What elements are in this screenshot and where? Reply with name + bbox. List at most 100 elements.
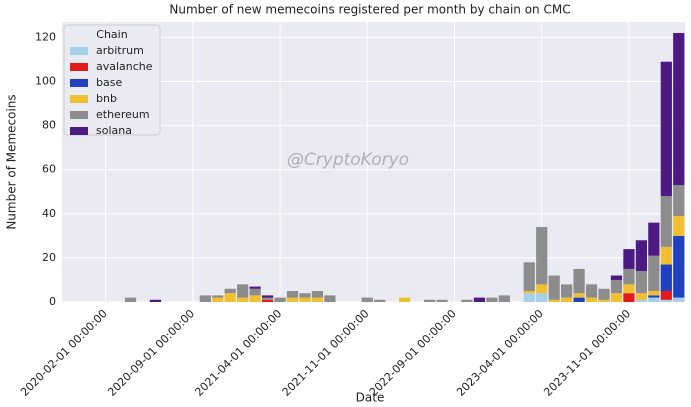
bar-segment	[660, 290, 672, 300]
bar-segment	[648, 255, 660, 291]
bar-segment	[261, 297, 274, 300]
bar-segment	[536, 293, 548, 302]
x-axis-label: Date	[356, 391, 385, 405]
legend-label: solana	[96, 124, 132, 137]
legend-swatch	[70, 47, 88, 55]
bar-segment	[124, 297, 137, 302]
y-axis-label: Number of Memecoins	[5, 94, 19, 229]
bar-segment	[548, 299, 560, 302]
bar-segment	[523, 293, 535, 302]
y-tick-label: 80	[42, 119, 56, 132]
y-tick-label: 100	[35, 75, 56, 88]
bar-segment	[324, 295, 336, 302]
bar-segment	[660, 246, 672, 265]
bar-segment	[610, 293, 623, 302]
bar-segment	[536, 284, 548, 294]
y-tick-label: 60	[42, 163, 56, 176]
y-tick-label: 20	[42, 251, 56, 264]
chart-title: Number of new memecoins registered per m…	[169, 3, 570, 17]
bar-segment	[635, 240, 647, 272]
bar-segment	[361, 297, 373, 302]
bar-segment	[286, 290, 299, 298]
bar-segment	[212, 295, 224, 298]
bar-segment	[610, 279, 623, 294]
bar-segment	[660, 196, 672, 247]
bar-segment	[623, 284, 635, 294]
bar-segment	[635, 299, 647, 302]
bar-segment	[461, 299, 473, 302]
y-tick-label: 0	[49, 295, 56, 308]
bar-segment	[536, 227, 548, 285]
bar-segment	[261, 299, 274, 302]
bar-segment	[399, 297, 411, 302]
bar-segment	[573, 268, 585, 294]
bar-segment	[561, 284, 573, 298]
x-tick-label: 2023-04-01 00:00:00	[454, 307, 546, 399]
legend-swatch	[70, 111, 88, 119]
bar-segment	[648, 222, 660, 256]
bar-segment	[374, 299, 386, 302]
legend-label: ethereum	[96, 108, 150, 121]
bar-segment	[598, 288, 610, 300]
bar-segment	[436, 299, 448, 302]
bar-segment	[585, 297, 598, 302]
x-tick-label: 2022-09-01 00:00:00	[367, 307, 459, 399]
bar-segment	[224, 288, 236, 294]
bar-segment	[673, 33, 685, 186]
legend-label: arbitrum	[96, 44, 144, 57]
legend-swatch	[70, 79, 88, 87]
bar-segment	[548, 275, 560, 300]
bar-segment	[561, 297, 573, 302]
y-tick-label: 40	[42, 207, 56, 220]
plot-area	[62, 22, 685, 302]
bar-segment	[660, 299, 672, 302]
legend-swatch	[70, 127, 88, 135]
x-tick-label: 2020-09-01 00:00:00	[105, 307, 197, 399]
bar-segment	[423, 299, 436, 302]
bar-segment	[299, 297, 311, 302]
x-tick-label: 2020-02-01 00:00:00	[18, 307, 110, 399]
bar-segment	[237, 297, 249, 302]
bar-segment	[598, 299, 610, 302]
bar-segment	[274, 297, 286, 302]
bar-segment	[249, 295, 261, 302]
bar-segment	[673, 216, 685, 236]
bar-segment	[486, 297, 498, 302]
bar-segment	[660, 61, 672, 197]
bar-segment	[311, 290, 324, 298]
bar-segment	[660, 264, 672, 291]
bar-segment	[635, 293, 647, 300]
legend-label: base	[96, 76, 122, 89]
watermark: @CryptoKoryo	[287, 150, 409, 170]
bar-segment	[473, 297, 486, 302]
legend-swatch	[70, 63, 88, 71]
bar-segment	[212, 297, 224, 302]
bar-segment	[299, 293, 311, 298]
bar-segment	[623, 268, 635, 285]
bar-segment	[610, 275, 623, 280]
bar-segment	[286, 297, 299, 302]
bar-segment	[311, 297, 324, 302]
bar-segment	[523, 262, 535, 291]
bar-segment	[498, 295, 510, 302]
bar-segment	[673, 185, 685, 217]
bar-segment	[573, 297, 585, 302]
x-tick-label: 2021-11-01 00:00:00	[280, 307, 372, 399]
legend-swatch	[70, 95, 88, 103]
legend-label: bnb	[96, 92, 117, 105]
bar-segment	[149, 299, 162, 302]
y-tick-label: 120	[35, 30, 56, 43]
bar-segment	[523, 290, 535, 294]
bar-segment	[585, 284, 598, 298]
bar-segment	[249, 288, 261, 296]
bar-segment	[648, 295, 660, 298]
bar-segment	[249, 286, 261, 289]
bar-segment	[623, 249, 635, 269]
bar-segment	[648, 297, 660, 302]
legend-title: Chain	[96, 28, 127, 41]
legend-label: avalanche	[96, 60, 153, 73]
bar-segment	[648, 290, 660, 296]
bar-segment	[635, 271, 647, 294]
x-tick-label: 2023-11-01 00:00:00	[541, 307, 633, 399]
